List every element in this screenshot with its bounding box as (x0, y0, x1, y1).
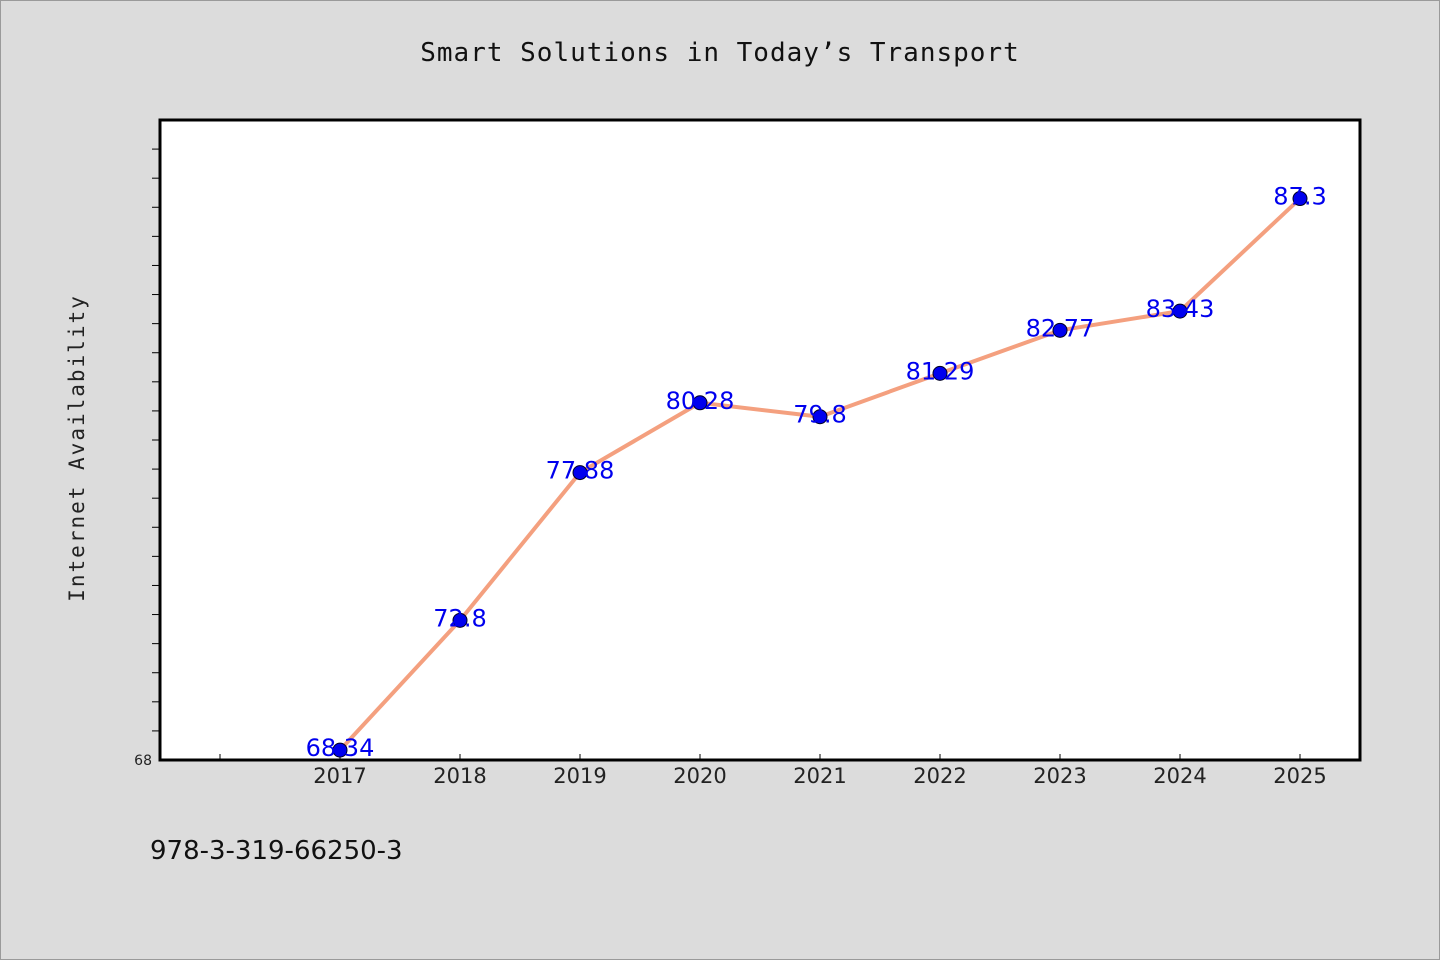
x-tick-label: 2025 (1273, 764, 1326, 788)
data-label: 87.3 (1273, 183, 1326, 211)
x-tick-label: 2019 (553, 764, 606, 788)
data-label: 79.8 (793, 401, 846, 429)
x-tick-label: 2017 (313, 764, 366, 788)
data-point (332, 742, 348, 758)
data-point (1172, 303, 1188, 319)
data-point (452, 612, 468, 628)
data-label: 77.88 (546, 457, 615, 485)
data-label: 82.77 (1026, 314, 1095, 342)
x-tick-label: 2021 (793, 764, 846, 788)
x-tick-label: 2018 (433, 764, 486, 788)
series-markers (332, 191, 1308, 758)
x-tick-label: 2020 (673, 764, 726, 788)
plot-area (158, 118, 1362, 762)
data-point (1052, 322, 1068, 338)
y-tick-label: 68 (134, 753, 152, 769)
data-point (1292, 191, 1308, 207)
data-label: 83.43 (1146, 295, 1215, 323)
data-point (692, 395, 708, 411)
data-point (932, 365, 948, 381)
data-labels: 68.34 72.8 77.88 80.28 79.8 81.29 82.77 83.43 87… (306, 183, 1327, 763)
data-point (812, 409, 828, 425)
x-tick-label: 2022 (913, 764, 966, 788)
y-axis-ticks (152, 148, 160, 732)
footer-code: 978-3-319-66250-3 (150, 836, 403, 866)
data-label: 72.8 (433, 604, 486, 632)
x-tick-label: 2023 (1033, 764, 1086, 788)
data-label: 68.34 (306, 734, 375, 762)
x-tick-label: 2024 (1153, 764, 1206, 788)
data-point (572, 465, 588, 481)
data-label: 81.29 (906, 357, 975, 385)
data-label: 80.28 (666, 387, 735, 415)
x-axis-tick-labels: 2017 2018 2019 2020 2021 2022 2023 2024 2025 (313, 764, 1326, 788)
chart-title: Smart Solutions in Today’s Transport (420, 38, 1020, 68)
